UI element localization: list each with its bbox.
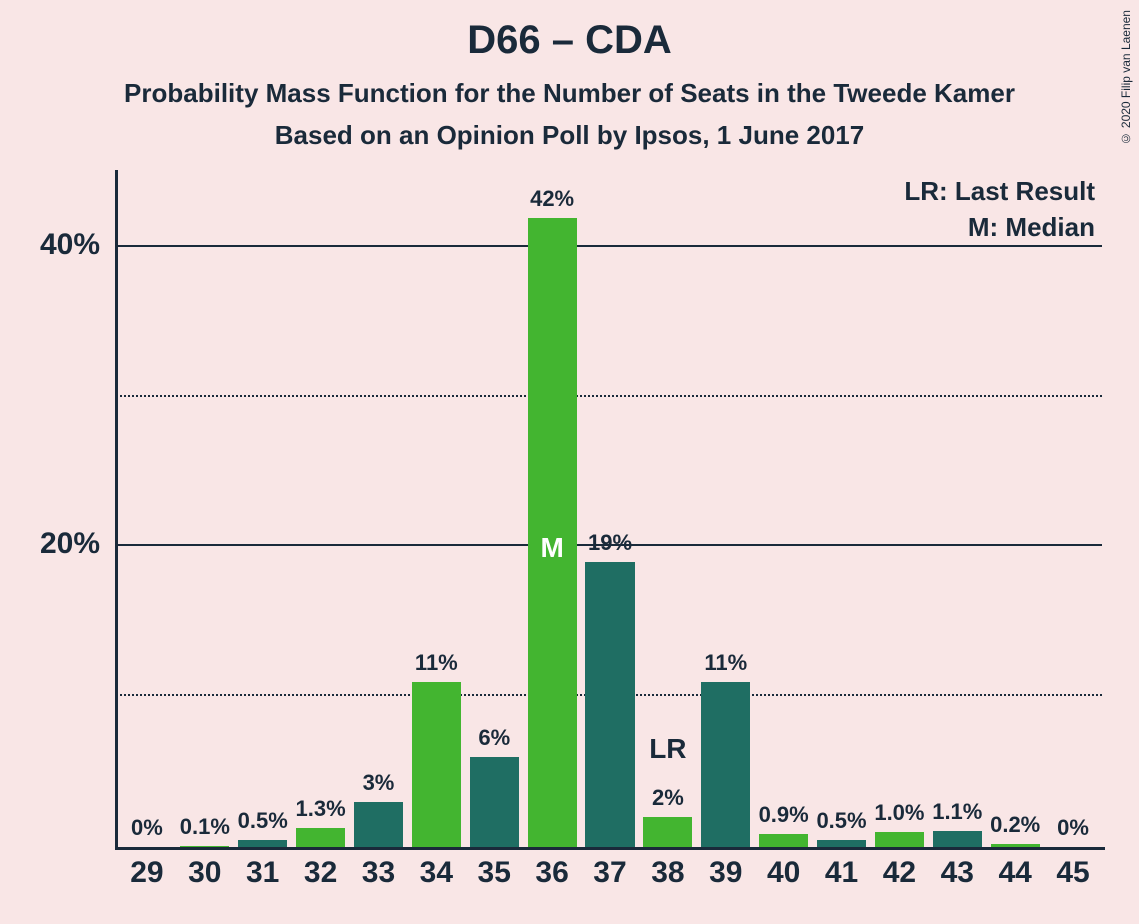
bar: [643, 817, 692, 847]
bar: [817, 840, 866, 847]
chart-title: D66 – CDA: [0, 18, 1139, 63]
x-tick-label: 42: [870, 856, 928, 890]
bar: [412, 682, 461, 847]
x-tick-label: 33: [350, 856, 408, 890]
bar-value-label: 11%: [686, 650, 766, 676]
x-tick-label: 29: [118, 856, 176, 890]
x-tick-label: 43: [928, 856, 986, 890]
bar-value-label: 19%: [570, 530, 650, 556]
bar-above-label: LR: [638, 733, 698, 765]
x-tick-label: 40: [755, 856, 813, 890]
x-tick-label: 35: [465, 856, 523, 890]
bar-value-label: 42%: [512, 186, 592, 212]
bar: [875, 832, 924, 847]
bar: [991, 844, 1040, 847]
y-tick-label: 20%: [20, 527, 100, 561]
bar: [180, 846, 229, 847]
chart-subtitle-1: Probability Mass Function for the Number…: [0, 78, 1139, 109]
bar-value-label: 6%: [454, 725, 534, 751]
y-tick-label: 40%: [20, 228, 100, 262]
x-tick-label: 36: [523, 856, 581, 890]
x-tick-label: 34: [407, 856, 465, 890]
bar-value-label: 0%: [1033, 815, 1113, 841]
x-tick-label: 37: [581, 856, 639, 890]
x-tick-label: 45: [1044, 856, 1102, 890]
bars-group: 0%0.1%0.5%1.3%3%11%6%42%M19%2%LR11%0.9%0…: [118, 173, 1102, 847]
x-tick-label: 39: [697, 856, 755, 890]
chart-subtitle-2: Based on an Opinion Poll by Ipsos, 1 Jun…: [0, 120, 1139, 151]
bar: [238, 840, 287, 847]
bar: [354, 802, 403, 847]
bar-value-label: 3%: [338, 770, 418, 796]
bar-value-label: 11%: [396, 650, 476, 676]
bar: [759, 834, 808, 847]
bar-value-label: 1.3%: [281, 796, 361, 822]
bar: [470, 757, 519, 847]
x-tick-label: 38: [639, 856, 697, 890]
x-tick-label: 31: [234, 856, 292, 890]
x-tick-label: 32: [292, 856, 350, 890]
chart-container: © 2020 Filip van Laenen D66 – CDA Probab…: [0, 0, 1139, 924]
x-tick-label: 44: [986, 856, 1044, 890]
bar-value-label: 2%: [628, 785, 708, 811]
bar: [296, 828, 345, 847]
x-tick-label: 41: [813, 856, 871, 890]
x-tick-label: 30: [176, 856, 234, 890]
chart-plot-area: LR: Last Result M: Median 20%40% 0%0.1%0…: [115, 170, 1105, 850]
